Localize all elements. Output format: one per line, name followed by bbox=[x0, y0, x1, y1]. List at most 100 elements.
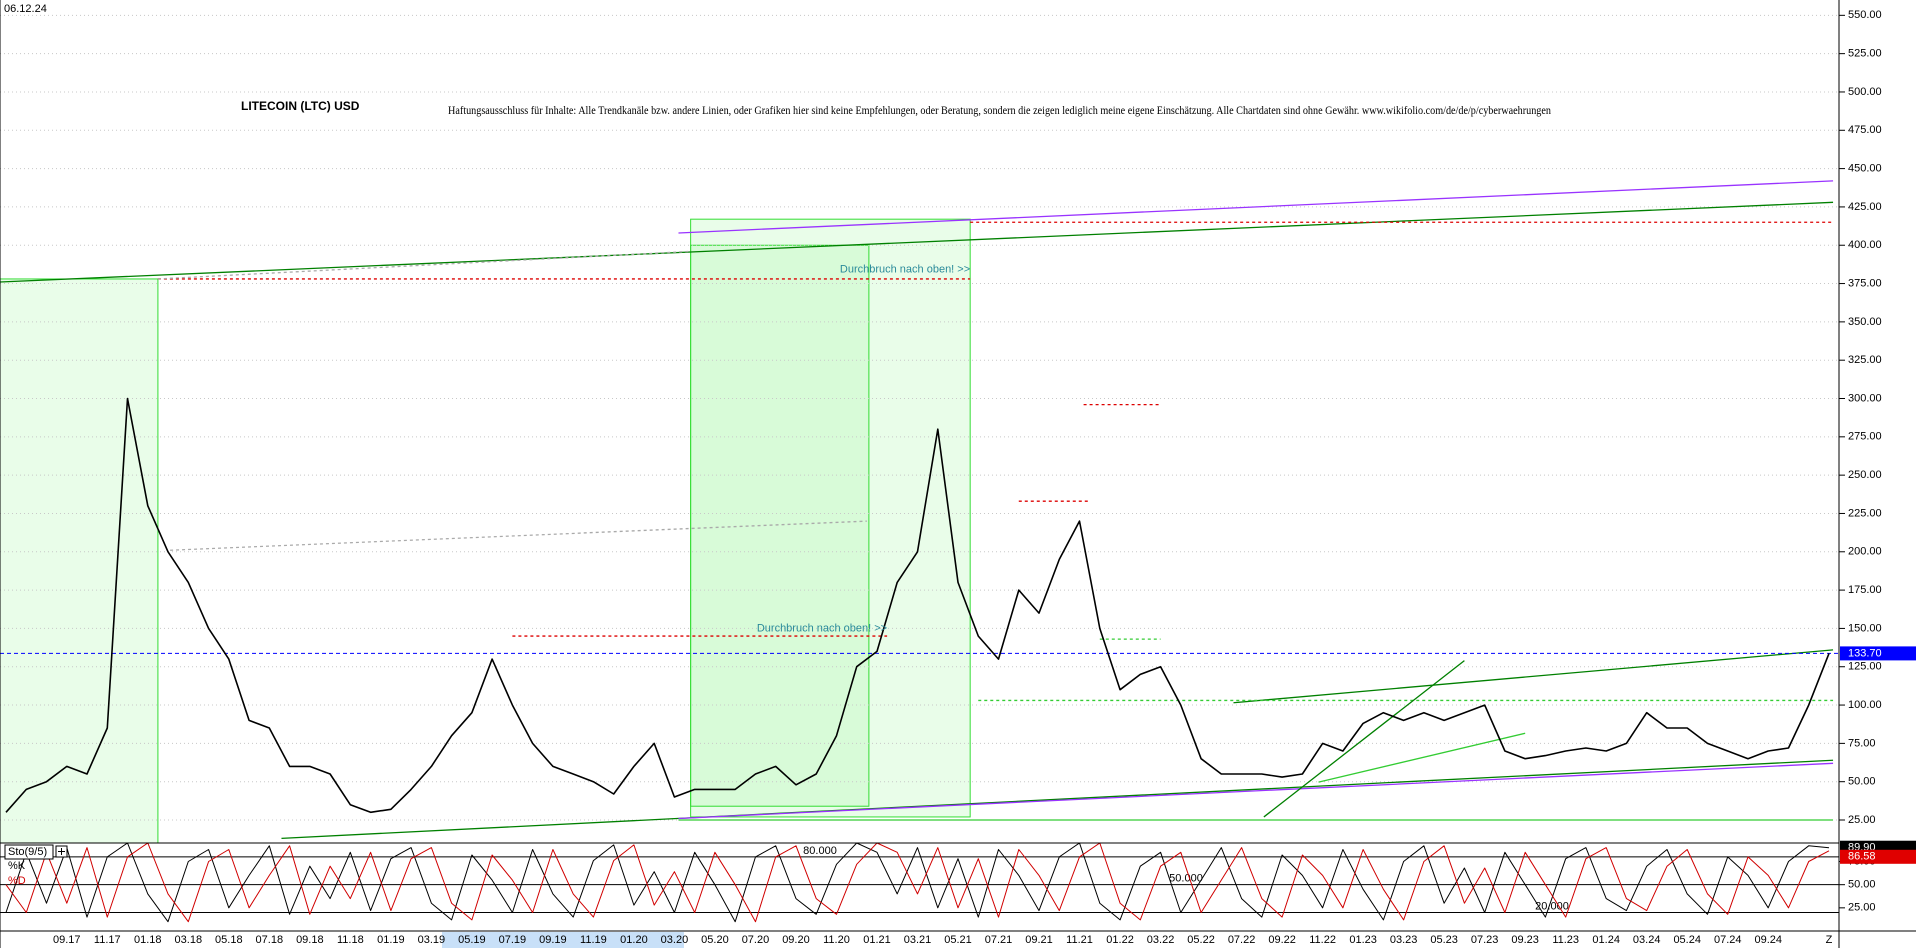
y-tick-label: 100.00 bbox=[1848, 699, 1882, 711]
y-tick-label: 25.00 bbox=[1848, 814, 1876, 826]
y-tick-label: 50.00 bbox=[1848, 879, 1876, 891]
x-tick-label: 03.22 bbox=[1147, 934, 1175, 946]
y-tick-label: 250.00 bbox=[1848, 469, 1882, 481]
x-tick-label: 11.19 bbox=[580, 934, 607, 946]
x-tick-label: 09.18 bbox=[296, 934, 324, 946]
y-tick-label: 450.00 bbox=[1848, 163, 1882, 175]
y-tick-label: 125.00 bbox=[1848, 661, 1882, 673]
x-tick-label: 07.22 bbox=[1228, 934, 1256, 946]
x-tick-label: 05.19 bbox=[458, 934, 486, 946]
y-tick-label: 200.00 bbox=[1848, 546, 1882, 558]
stochastic-panel: 80.000 50.000 20.000 bbox=[0, 843, 1839, 923]
x-tick-label: 07.18 bbox=[256, 934, 284, 946]
x-tick-label: 07.24 bbox=[1714, 934, 1742, 946]
x-tick-label: 01.18 bbox=[134, 934, 162, 946]
x-tick-label: 05.20 bbox=[701, 934, 729, 946]
y-tick-label: 350.00 bbox=[1848, 316, 1882, 328]
y-tick-label: 25.00 bbox=[1848, 902, 1876, 914]
x-end-label: Z bbox=[1826, 934, 1833, 946]
price-tag bbox=[1840, 646, 1916, 661]
trend-line bbox=[1263, 660, 1465, 818]
x-tick-label: 09.23 bbox=[1511, 934, 1539, 946]
x-tick-label: 03.23 bbox=[1390, 934, 1418, 946]
y-tick-label: 400.00 bbox=[1848, 239, 1882, 251]
series-line bbox=[5, 843, 1830, 923]
x-tick-label: 03.21 bbox=[904, 934, 932, 946]
trend-line bbox=[281, 759, 1834, 840]
x-tick-label: 01.23 bbox=[1349, 934, 1377, 946]
level-label: 20.000 bbox=[1535, 900, 1569, 912]
price-panel: Durchbruch nach oben! >> Durchbruch nach … bbox=[0, 14, 1839, 843]
x-tick-label: 05.22 bbox=[1187, 934, 1215, 946]
zone bbox=[690, 244, 870, 807]
x-tick-label: 11.17 bbox=[94, 934, 121, 946]
annotation: Durchbruch nach oben! >> bbox=[840, 264, 970, 276]
x-tick-label: 11.21 bbox=[1066, 934, 1093, 946]
value-tag-label: 86.58 bbox=[1848, 851, 1876, 863]
y-tick-label: 325.00 bbox=[1848, 354, 1882, 366]
trend-line bbox=[1318, 732, 1526, 783]
trend-line bbox=[678, 180, 1834, 234]
x-tick-label: 01.24 bbox=[1592, 934, 1620, 946]
value-tag bbox=[1840, 849, 1916, 864]
price-tag-label: 133.70 bbox=[1848, 647, 1882, 659]
y-tick-label: 375.00 bbox=[1848, 277, 1882, 289]
x-tick-label: 11.22 bbox=[1309, 934, 1336, 946]
series-line bbox=[5, 843, 1830, 923]
chart-title: LITECOIN (LTC) USD bbox=[241, 99, 360, 113]
x-tick-label: 11.20 bbox=[823, 934, 850, 946]
y-tick-label: 150.00 bbox=[1848, 622, 1882, 634]
y-tick-label: 500.00 bbox=[1848, 86, 1882, 98]
x-tick-label: 01.22 bbox=[1106, 934, 1134, 946]
x-tick-label: 05.18 bbox=[215, 934, 243, 946]
x-tick-label: 09.20 bbox=[782, 934, 810, 946]
x-tick-label: 11.18 bbox=[337, 934, 364, 946]
trend-line bbox=[170, 520, 867, 551]
y-tick-label: 550.00 bbox=[1848, 9, 1882, 21]
x-tick-label: 07.23 bbox=[1471, 934, 1499, 946]
x-tick-label: 01.19 bbox=[377, 934, 405, 946]
y-tick-label: 475.00 bbox=[1848, 124, 1882, 136]
trend-line bbox=[678, 762, 1834, 820]
x-tick-label: 01.20 bbox=[620, 934, 648, 946]
indicator-box bbox=[4, 844, 54, 860]
y-tick-label: 425.00 bbox=[1848, 201, 1882, 213]
y-tick-label: 525.00 bbox=[1848, 48, 1882, 60]
legend-k: %K bbox=[8, 860, 26, 872]
x-tick-label: 07.19 bbox=[499, 934, 527, 946]
trend-line bbox=[1233, 649, 1834, 704]
x-tick-label: 09.24 bbox=[1754, 934, 1782, 946]
x-tick-label: 07.20 bbox=[742, 934, 770, 946]
trend-line bbox=[157, 250, 691, 280]
disclaimer: Haftungsausschluss für Inhalte: Alle Tre… bbox=[448, 103, 1551, 117]
x-axis-highlight bbox=[442, 932, 684, 948]
annotation: Durchbruch nach oben! >> bbox=[757, 622, 887, 634]
x-tick-label: 09.21 bbox=[1025, 934, 1053, 946]
x-tick-label: 09.19 bbox=[539, 934, 567, 946]
zone bbox=[0, 278, 159, 843]
y-tick-label: 275.00 bbox=[1848, 431, 1882, 443]
x-tick-label: 03.20 bbox=[661, 934, 689, 946]
series-line bbox=[5, 397, 1830, 814]
x-tick-label: 11.23 bbox=[1552, 934, 1579, 946]
x-tick-label: 01.21 bbox=[863, 934, 891, 946]
y-tick-label: 50.00 bbox=[1848, 776, 1876, 788]
x-tick-label: 05.23 bbox=[1430, 934, 1458, 946]
level-label: 80.000 bbox=[803, 845, 837, 857]
x-tick-label: 03.18 bbox=[175, 934, 203, 946]
y-tick-label: 225.00 bbox=[1848, 507, 1882, 519]
y-tick-label: 300.00 bbox=[1848, 392, 1882, 404]
legend-d: %D bbox=[8, 875, 26, 887]
date-label: 06.12.24 bbox=[4, 3, 47, 15]
trend-line bbox=[0, 201, 1834, 283]
y-tick-label: 75.00 bbox=[1848, 737, 1876, 749]
x-tick-label: 05.21 bbox=[944, 934, 972, 946]
x-tick-label: 03.19 bbox=[418, 934, 446, 946]
indicator-title: Sto(9/5) bbox=[8, 846, 47, 858]
level-label: 50.000 bbox=[1169, 873, 1203, 885]
x-tick-label: 09.17 bbox=[53, 934, 81, 946]
